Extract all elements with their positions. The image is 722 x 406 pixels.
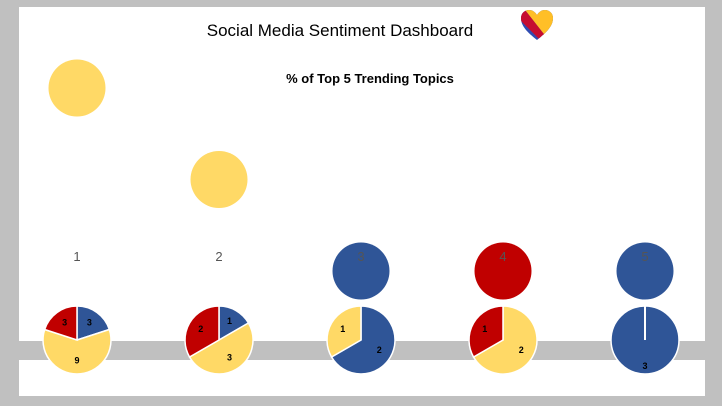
bubble-topic-2 [190, 151, 248, 208]
dashboard-title: Social Media Sentiment Dashboard [206, 21, 474, 40]
pie-topic-4: 21 [468, 305, 538, 375]
pie-slice-blue [330, 305, 396, 375]
pie-data-label: 9 [74, 355, 79, 365]
pie-data-label: 1 [227, 316, 232, 326]
pie-slice-yellow [326, 305, 362, 359]
bubble-topic-4 [474, 242, 532, 300]
x-category-label: 1 [73, 249, 80, 264]
x-category-label: 2 [215, 249, 222, 264]
pie-data-label: 2 [377, 345, 382, 355]
pie-data-label: 2 [198, 324, 203, 334]
pie-data-label: 1 [482, 324, 487, 334]
bubble-topic-5 [616, 242, 674, 300]
pie-topic-1: 3 9 3 [42, 305, 112, 375]
pie-slice-yellow [188, 321, 254, 375]
pie-data-label: 3 [227, 353, 232, 363]
pie-data-label: 3 [87, 317, 92, 327]
pie-slice-red [468, 305, 504, 359]
logo-stripe-red [521, 10, 551, 40]
pie-slice-yellow [472, 305, 538, 375]
pie-data-label: 3 [642, 361, 647, 371]
pie-topic-5: 3 [610, 305, 680, 375]
x-category-label: 4 [499, 249, 506, 264]
pie-data-label: 1 [340, 324, 345, 334]
pie-slice-red [184, 305, 220, 359]
heart-logo-icon [521, 10, 553, 40]
x-category-label: 3 [357, 249, 364, 264]
bubble-topic-3 [332, 242, 390, 300]
pie-data-label: 2 [519, 345, 524, 355]
dashboard-canvas: Social Media Sentiment Dashboard % of To… [19, 7, 705, 396]
pie-topic-3: 21 [326, 305, 396, 375]
logo-stripe-yellow [521, 10, 553, 40]
pie-slice-yellow [42, 328, 112, 375]
pie-topic-2: 1 3 2 [184, 305, 254, 375]
bubble-topic-1 [48, 59, 106, 117]
chart-title: % of Top 5 Trending Topics [286, 71, 454, 86]
x-category-label: 5 [641, 249, 648, 264]
pie-data-label: 3 [62, 317, 67, 327]
pie-slice-red [43, 305, 78, 342]
